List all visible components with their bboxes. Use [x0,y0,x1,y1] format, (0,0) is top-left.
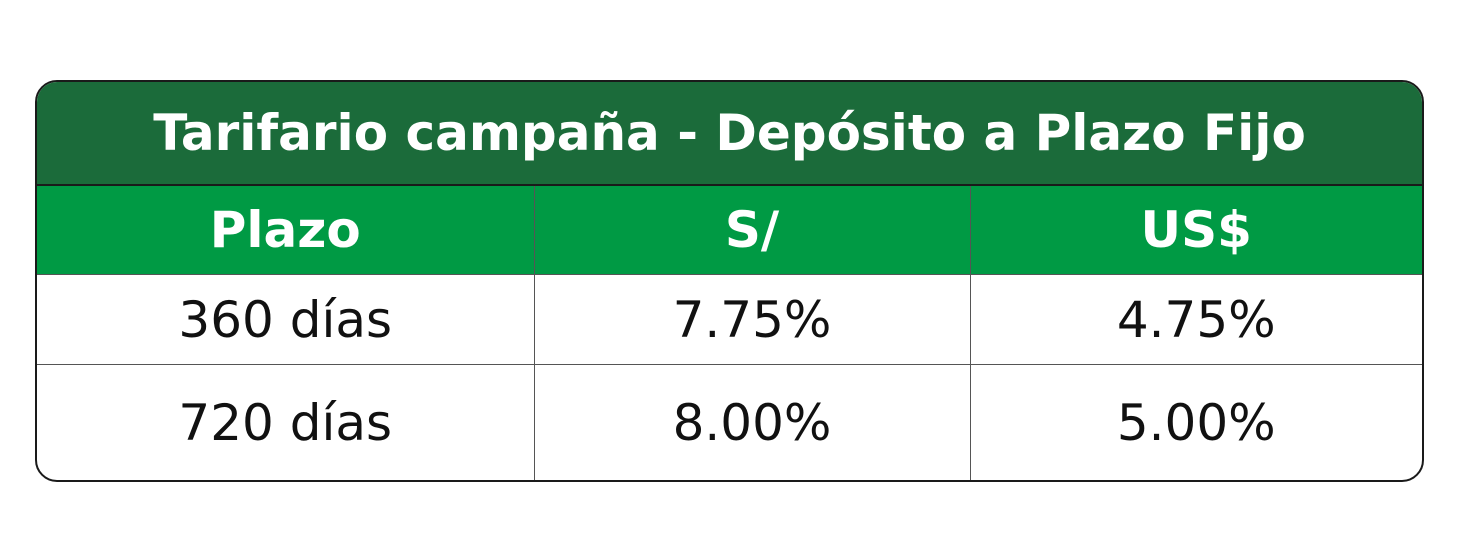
table-cell: 5.00% [969,364,1422,480]
table-title: Tarifario campaña - Depósito a Plazo Fij… [37,82,1422,186]
column-header: US$ [969,186,1422,275]
table-row: 720 días 8.00% 5.00% [37,364,1422,480]
table-cell: 4.75% [969,274,1422,365]
header-row: Plazo S/US$ [37,186,1422,275]
table-cell: 8.00% [533,364,970,480]
column-header: Plazo [37,186,534,275]
table-cell: 360 días [37,274,534,365]
table-row: 360 días 7.75% 4.75% [37,274,1422,365]
table-body: 360 días 7.75% 4.75% 720 días 8.00% 5.00% [37,274,1422,480]
table-cell: 7.75% [533,274,970,365]
rate-table-card: Tarifario campaña - Depósito a Plazo Fij… [35,80,1424,482]
column-header: S/ [533,186,970,275]
rate-table: Plazo S/US$ 360 días 7.75% 4.75% 720 días 8.0… [37,186,1422,480]
table-cell: 720 días [37,364,534,480]
